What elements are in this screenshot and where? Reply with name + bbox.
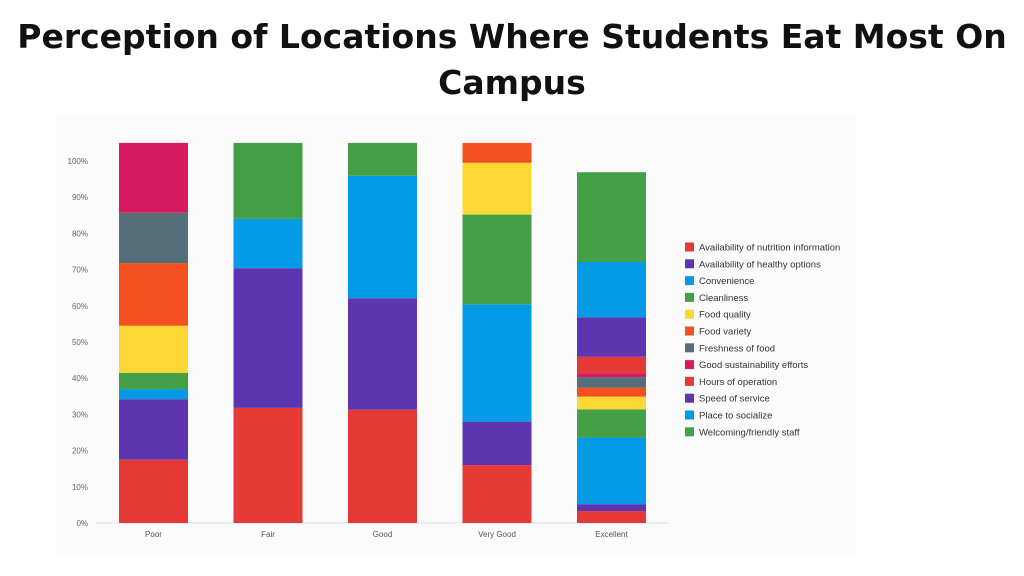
legend: Availability of nutrition information Ava… (685, 242, 840, 438)
bar-segment (577, 317, 646, 357)
legend-label: Availability of healthy options (699, 259, 821, 270)
bar-segment (348, 142, 417, 176)
bar-segment (233, 142, 303, 219)
slide-title: Perception of Locations Where Students E… (17, 17, 1007, 102)
y-tick-label: 50% (72, 338, 88, 347)
legend-label: Hours of operation (699, 377, 777, 388)
bar-segment (462, 465, 532, 523)
bar-segment (577, 387, 646, 397)
legend-swatch (685, 292, 694, 302)
bar-segment (577, 356, 646, 374)
bar-segment (577, 373, 646, 378)
bar-segment (577, 437, 646, 505)
legend-label: Availability of nutrition information (699, 243, 840, 254)
x-tick-label: Very Good (478, 530, 516, 539)
legend-swatch (685, 343, 694, 353)
legend-label: Cleanliness (699, 293, 748, 304)
x-tick-label: Poor (145, 530, 162, 539)
legend-swatch (685, 242, 694, 252)
y-axis-ticks: 0% 10% 20% 30% 40% 50% 60% 70% 80% 90% 100% (68, 157, 88, 528)
legend-label: Place to socialize (699, 411, 772, 422)
bar-segment (348, 298, 417, 410)
bar-segment (577, 261, 646, 318)
bar-segment (462, 162, 532, 215)
legend-swatch (685, 326, 694, 336)
bar-segment (119, 399, 188, 460)
y-tick-label: 30% (72, 410, 88, 419)
legend-swatch (685, 427, 694, 437)
legend-swatch (685, 393, 694, 403)
y-tick-label: 20% (72, 447, 88, 456)
y-tick-label: 40% (72, 374, 88, 383)
legend-label: Speed of service (699, 394, 770, 405)
bar-segment (233, 407, 303, 523)
bar-segment (462, 304, 532, 422)
bars (119, 142, 646, 523)
bar-segment (119, 263, 188, 326)
bar-segment (119, 372, 188, 390)
legend-label: Freshness of food (699, 343, 775, 354)
bar-segment (119, 325, 188, 373)
legend-label: Convenience (699, 276, 754, 287)
legend-label: Welcoming/friendly staff (699, 427, 800, 438)
x-tick-label: Excellent (595, 530, 628, 539)
y-tick-label: 60% (72, 302, 88, 311)
legend-swatch (685, 276, 694, 286)
legend-label: Food variety (699, 327, 752, 338)
bar-segment (577, 377, 646, 388)
legend-label: Good sustainability efforts (699, 360, 808, 371)
bar-segment (577, 396, 646, 410)
y-tick-label: 10% (72, 483, 88, 492)
stacked-bar-chart: 0% 10% 20% 30% 40% 50% 60% 70% 80% 90% 100% Poor Fa… (68, 142, 840, 539)
x-tick-label: Fair (261, 530, 275, 539)
bar-segment (233, 218, 303, 269)
y-tick-label: 0% (76, 519, 88, 528)
bar-segment (462, 421, 532, 466)
y-tick-label: 70% (72, 266, 88, 275)
legend-swatch (685, 360, 694, 370)
legend-swatch (685, 376, 694, 386)
legend-swatch (685, 309, 694, 319)
chart-panel: 0% 10% 20% 30% 40% 50% 60% 70% 80% 90% 100% Poor Fa… (56, 113, 856, 553)
bar-segment (119, 142, 188, 213)
bar-segment (119, 389, 188, 400)
bar-segment (577, 504, 646, 512)
bar-segment (119, 212, 188, 264)
y-tick-label: 80% (72, 229, 88, 238)
bar-segment (577, 409, 646, 438)
x-tick-label: Good (373, 530, 393, 539)
bar-segment (119, 459, 188, 523)
bar-segment (462, 142, 532, 163)
legend-label: Food quality (699, 310, 751, 321)
bar-segment (462, 214, 532, 305)
bar-segment (577, 511, 646, 523)
bar-segment (577, 172, 646, 262)
bar-segment (348, 409, 417, 523)
y-tick-label: 100% (68, 157, 88, 166)
x-axis-labels: Poor Fair Good Very Good Excellent (145, 530, 628, 539)
bar-segment (233, 268, 303, 408)
legend-swatch (685, 410, 694, 420)
bar-segment (348, 175, 417, 299)
legend-swatch (685, 259, 694, 269)
y-tick-label: 90% (72, 193, 88, 202)
